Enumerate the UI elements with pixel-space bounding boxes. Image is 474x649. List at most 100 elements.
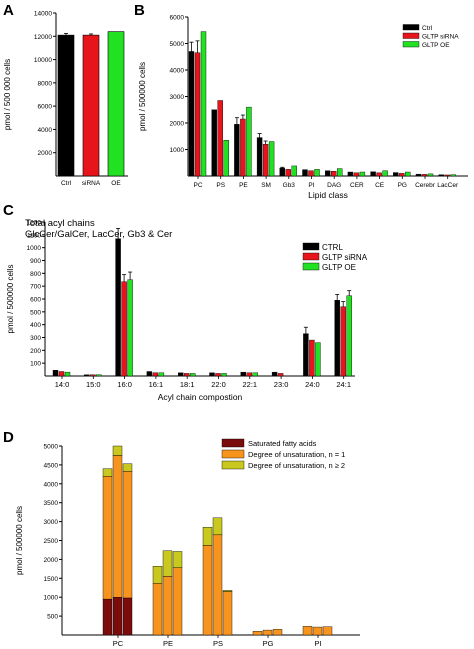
b-bar xyxy=(325,170,331,177)
d-bar-segment xyxy=(152,583,163,636)
c-x-tick-label: 18:1 xyxy=(180,380,195,389)
c-bar xyxy=(271,371,278,377)
a-y-tick-label: 4000 xyxy=(38,127,53,134)
a-y-tick-label: 12000 xyxy=(34,34,52,41)
c-bar xyxy=(277,373,284,377)
b-y-tick-label: 5000 xyxy=(170,41,185,48)
panel-labels: A B C D xyxy=(3,2,145,446)
c-x-tick-label: 15:0 xyxy=(86,380,101,389)
b-y-axis-label: pmol / 500000 cells xyxy=(138,62,147,131)
d-bar-segment xyxy=(212,534,223,636)
b-x-tick-label: PS xyxy=(216,182,225,189)
c-legend-label: CTRL xyxy=(322,243,343,252)
c-y-tick-label: 200 xyxy=(30,348,41,355)
c-bar xyxy=(90,374,96,377)
d-y-tick-label: 1500 xyxy=(44,576,59,583)
b-bar xyxy=(234,124,240,177)
d-y-tick-label: 3500 xyxy=(44,500,59,507)
c-y-tick-label: 800 xyxy=(30,271,41,278)
b-bar xyxy=(415,173,422,177)
c-bar xyxy=(346,295,352,377)
d-legend-label: Degree of unsaturation, n ≥ 2 xyxy=(248,461,345,470)
b-bar xyxy=(279,167,285,177)
c-bar xyxy=(189,373,196,377)
d-x-tick-label: PE xyxy=(163,639,173,648)
c-bar xyxy=(115,238,121,377)
a-x-tick-label: OE xyxy=(111,180,121,187)
b-bar xyxy=(194,52,201,177)
b-bar xyxy=(268,141,275,177)
d-bar-segment xyxy=(322,626,333,636)
d-y-tick-label: 500 xyxy=(47,614,58,621)
c-bar xyxy=(240,371,247,377)
d-bar-segment xyxy=(102,598,113,636)
b-y-tick-label: 6000 xyxy=(170,15,185,22)
b-bar xyxy=(393,172,399,177)
d-bar-segment xyxy=(122,463,133,472)
d-x-tick-label: PI xyxy=(314,639,321,648)
b-x-tick-label: CE xyxy=(375,182,385,189)
b-bar xyxy=(291,165,297,177)
c-bar xyxy=(52,370,59,377)
c-x-tick-label: 22:0 xyxy=(211,380,226,389)
c-y-tick-label: 600 xyxy=(30,297,41,304)
panel-label-c: C xyxy=(3,202,14,219)
c-bar xyxy=(84,374,90,377)
c-annotation: GlcCer/GalCer, LacCer, Gb3 & Cer xyxy=(25,229,172,240)
d-legend-label: Saturated fatty acids xyxy=(248,439,317,448)
d-bar-segment xyxy=(222,591,233,636)
c-bar xyxy=(64,371,71,377)
d-bar-segment xyxy=(172,551,183,568)
d-bar-segment xyxy=(212,517,223,536)
c-y-tick-label: 1000 xyxy=(27,245,42,252)
c-y-tick-label: 700 xyxy=(30,284,41,291)
b-x-tick-label: DAG xyxy=(327,182,341,189)
c-bar xyxy=(152,372,159,377)
panel-label-a: A xyxy=(3,2,14,19)
b-bar xyxy=(382,170,388,177)
d-bar-segment xyxy=(152,566,163,584)
b-bar xyxy=(285,169,291,177)
d-x-tick-label: PG xyxy=(263,639,274,648)
c-bar xyxy=(121,281,127,377)
c-bar xyxy=(221,373,227,377)
d-legend-label: Degree of unsaturation, n = 1 xyxy=(248,450,345,459)
c-annotation: Total acyl chains xyxy=(25,218,95,229)
c-legend-swatch xyxy=(302,252,320,261)
d-bar-segment xyxy=(102,476,113,600)
b-y-tick-label: 2000 xyxy=(170,121,185,128)
c-bar xyxy=(334,300,340,377)
c-x-tick-label: 16:0 xyxy=(117,380,132,389)
d-bar-segment xyxy=(112,445,123,456)
b-bar xyxy=(370,171,376,177)
a-y-tick-label: 6000 xyxy=(38,104,53,111)
c-x-tick-label: 23:0 xyxy=(274,380,289,389)
c-bar xyxy=(340,306,346,377)
c-legend-label: GLTP siRNA xyxy=(322,253,368,262)
d-y-tick-label: 1000 xyxy=(44,595,59,602)
d-y-tick-label: 4500 xyxy=(44,462,59,469)
b-bar xyxy=(246,106,252,177)
b-bar xyxy=(188,51,195,177)
b-legend-swatch xyxy=(402,41,420,48)
a-y-tick-label: 8000 xyxy=(38,80,53,87)
b-bar xyxy=(405,171,411,177)
c-x-tick-label: 16:1 xyxy=(149,380,164,389)
b-legend-label: GLTP siRNA xyxy=(422,34,459,41)
d-y-tick-label: 3000 xyxy=(44,519,59,526)
b-x-tick-label: CER xyxy=(350,182,364,189)
c-bar xyxy=(183,373,190,377)
b-bar xyxy=(240,118,246,177)
d-y-tick-label: 2500 xyxy=(44,538,59,545)
b-x-tick-label: PG xyxy=(398,182,407,189)
c-x-axis-label: Acyl chain compostion xyxy=(158,392,243,402)
c-bar xyxy=(158,372,165,377)
c-y-axis-label: pmol / 500000 cells xyxy=(6,265,15,334)
d-bar-segment xyxy=(172,567,183,636)
b-x-tick-label: LacCer xyxy=(437,182,459,189)
c-bar xyxy=(215,373,221,377)
a-x-tick-label: Ctrl xyxy=(61,180,72,187)
d-bar-segment xyxy=(312,626,323,636)
b-bar xyxy=(450,174,456,177)
